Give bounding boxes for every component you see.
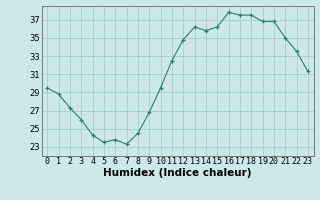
X-axis label: Humidex (Indice chaleur): Humidex (Indice chaleur) (103, 168, 252, 178)
